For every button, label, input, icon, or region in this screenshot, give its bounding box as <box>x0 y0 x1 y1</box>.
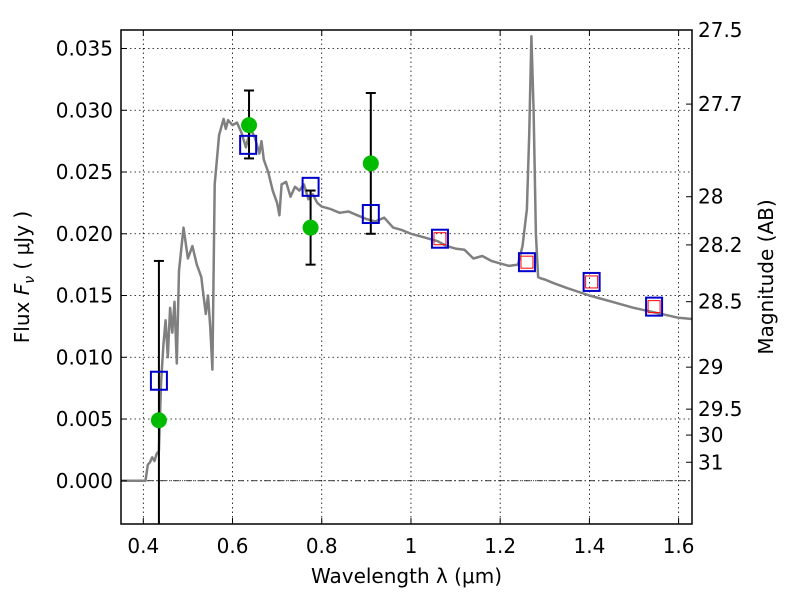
red-marker <box>433 232 447 246</box>
x-axis-label: Wavelength λ (μm) <box>311 564 502 588</box>
model-point <box>517 252 536 273</box>
y-tick-label: 0.015 <box>56 284 113 308</box>
grid <box>121 30 692 524</box>
mag-tick-label: 28.5 <box>698 290 743 314</box>
x-tick-label: 0.6 <box>217 534 249 558</box>
model-spectrum-layer <box>121 34 693 483</box>
y-axis-label: Flux Fν ( μJy ) <box>10 211 38 343</box>
ticks-layer: 0.4 0.6 0.8 1 1.2 1.4 1.6 0.000 0.005 0.010 0.015 0… <box>56 18 743 558</box>
points-layer <box>149 117 664 429</box>
errorbar-layer <box>153 89 376 524</box>
plot-frame <box>120 29 693 525</box>
mag-tick-label: 30 <box>698 423 723 447</box>
y-axis-label-symbol: F <box>10 283 34 295</box>
observed-point <box>302 219 319 236</box>
model-point <box>582 271 601 292</box>
y-tick-label: 0.030 <box>56 98 113 122</box>
observed-point <box>150 412 167 429</box>
mag-tick-label: 27.5 <box>698 18 743 42</box>
y-axis-label-prefix: Flux <box>10 295 34 343</box>
observed-point <box>362 155 379 172</box>
secondary-y-axis-label: Magnitude (AB) <box>754 199 778 354</box>
y-tick-label: 0.020 <box>56 222 113 246</box>
y-tick-label: 0.010 <box>56 345 113 369</box>
y-tick-label: 0.025 <box>56 160 113 184</box>
red-marker <box>585 275 599 289</box>
y-tick-label: 0.000 <box>56 469 113 493</box>
x-tick-label: 1.4 <box>573 534 605 558</box>
y-tick-label: 0.005 <box>56 407 113 431</box>
mag-tick-label: 29.5 <box>698 397 743 421</box>
red-marker <box>647 300 661 314</box>
model-spectrum-line <box>121 34 693 483</box>
model-point <box>149 370 168 391</box>
y-axis-label-subscript: ν <box>22 276 38 284</box>
x-tick-label: 0.8 <box>306 534 338 558</box>
mag-tick-label: 29 <box>698 355 723 379</box>
mag-tick-label: 31 <box>698 450 723 474</box>
y-tick-label: 0.035 <box>56 37 113 61</box>
model-point <box>301 176 320 197</box>
observed-point <box>241 117 258 134</box>
x-tick-label: 1.6 <box>663 534 695 558</box>
model-point <box>239 134 258 155</box>
mag-tick-label: 28 <box>698 185 723 209</box>
red-marker <box>520 255 534 269</box>
x-tick-label: 1.2 <box>484 534 516 558</box>
x-tick-label: 1 <box>405 534 418 558</box>
mag-tick-label: 28.2 <box>698 233 743 257</box>
model-point <box>361 204 380 225</box>
mag-tick-label: 27.7 <box>698 92 743 116</box>
y-axis-label-suffix: ( μJy ) <box>10 211 34 276</box>
model-point <box>645 296 664 317</box>
model-point <box>430 228 449 249</box>
x-tick-label: 0.4 <box>127 534 159 558</box>
